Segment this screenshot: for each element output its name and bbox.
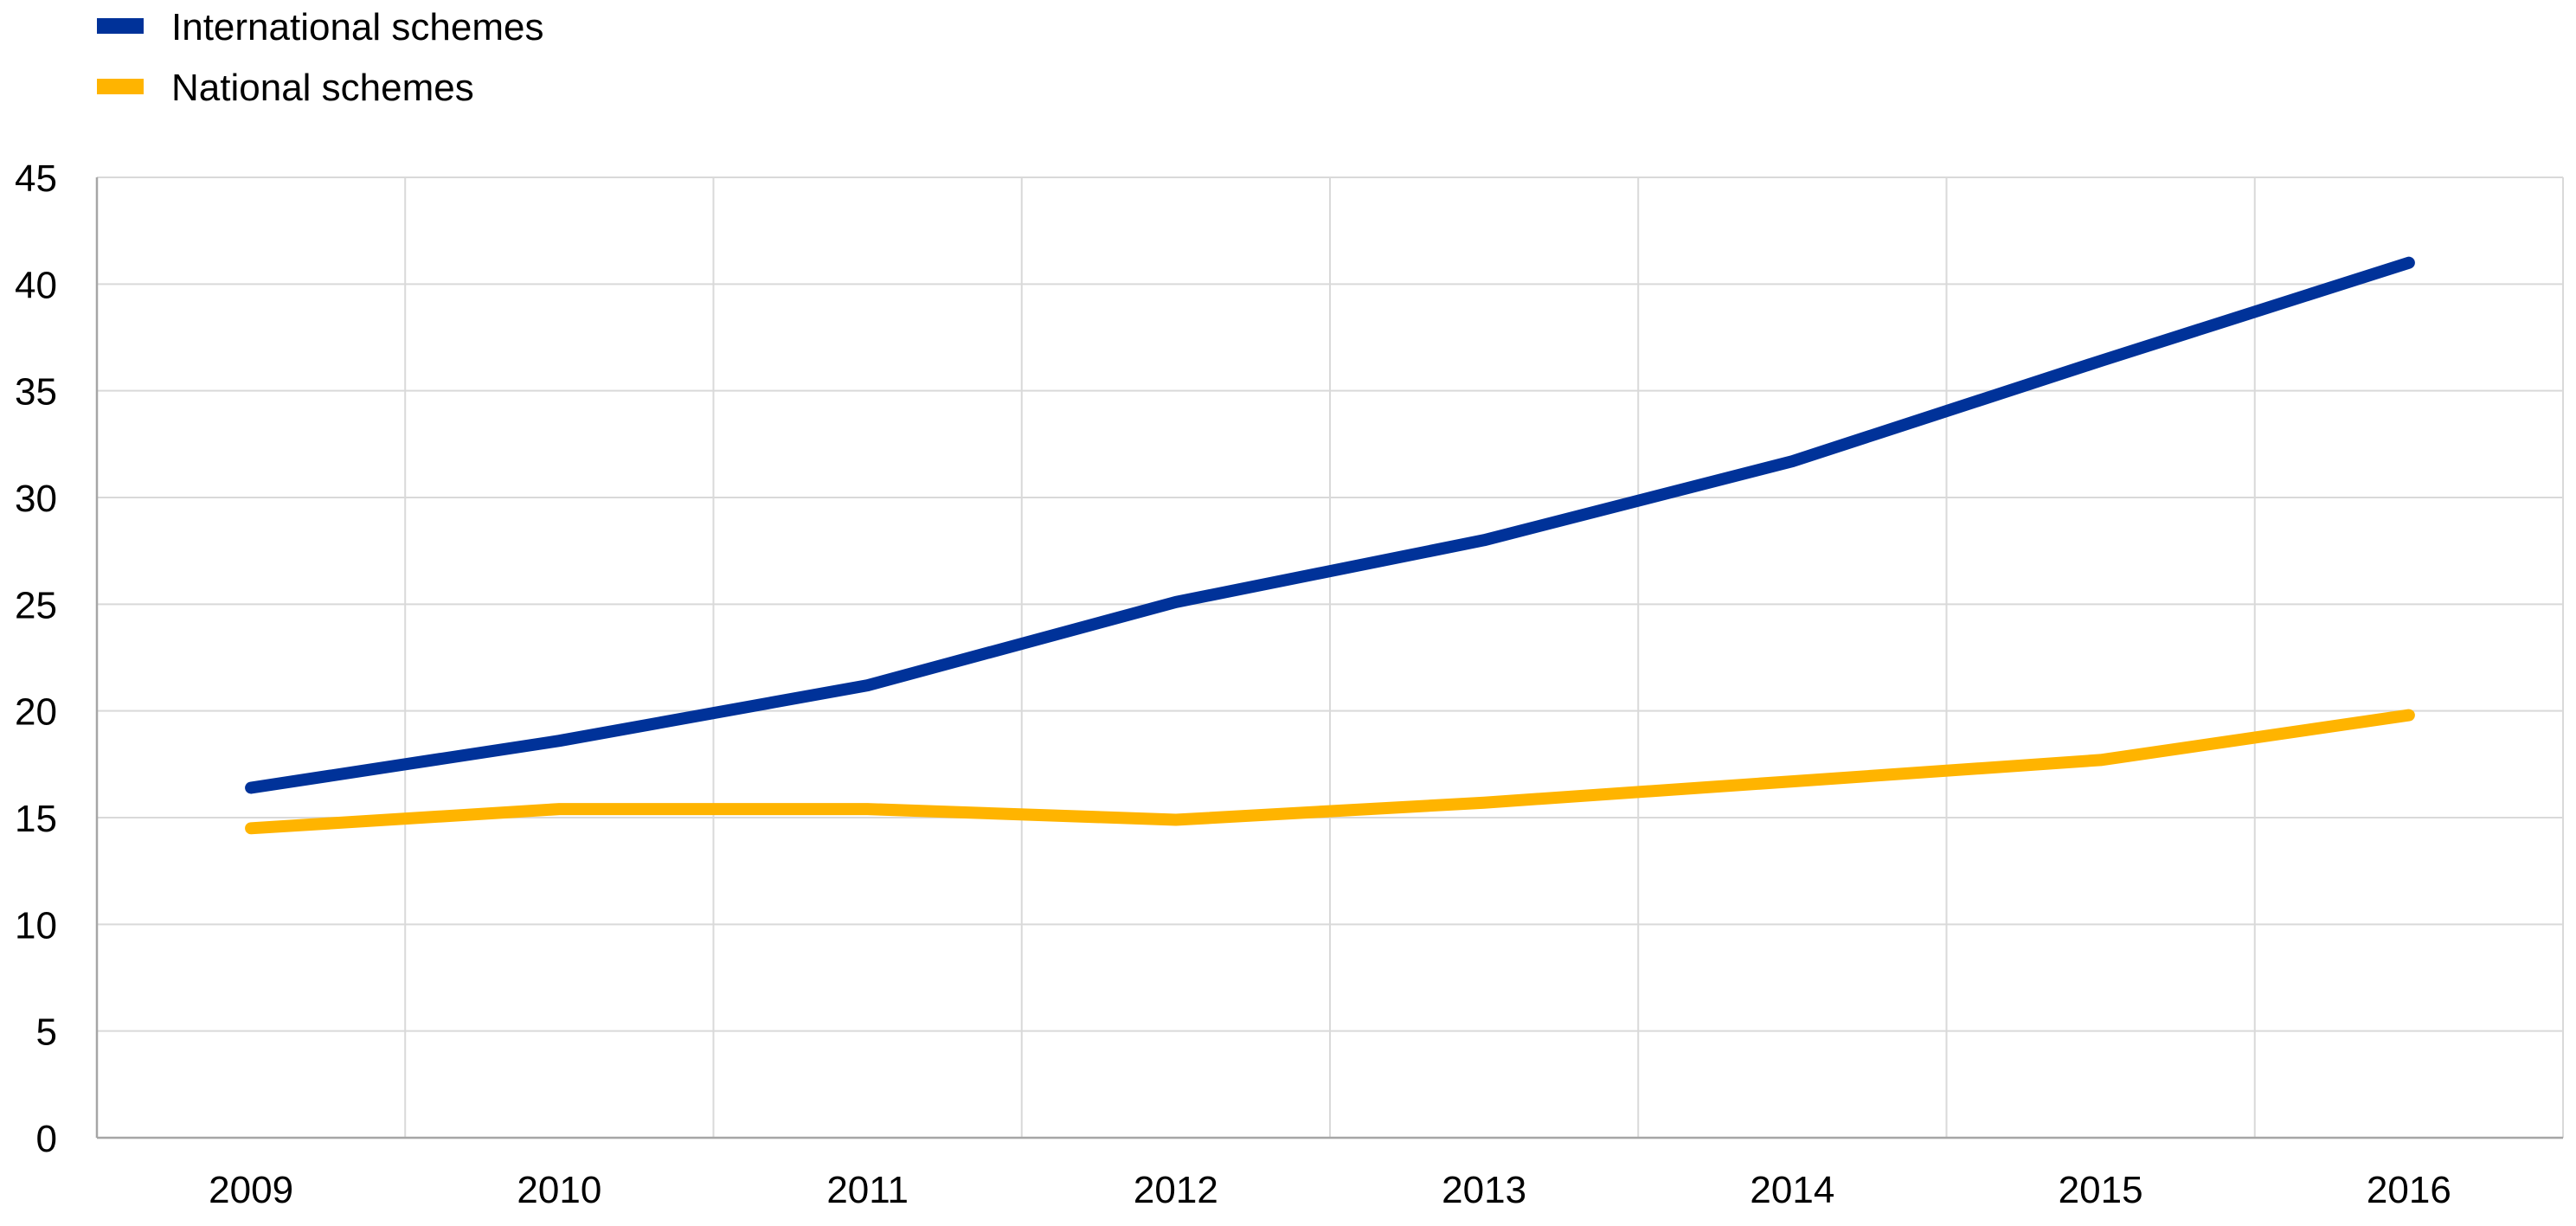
y-tick-label: 20: [15, 691, 57, 734]
grid: [97, 177, 2564, 1138]
series-line-national-schemes: [245, 709, 2415, 835]
series-line-international-schemes: [245, 256, 2415, 794]
x-tick-label: 2015: [2059, 1169, 2143, 1211]
axes: [95, 177, 2563, 1139]
y-tick-label: 5: [36, 1011, 57, 1054]
y-tick-label: 10: [15, 904, 57, 947]
x-tick-label: 2012: [1134, 1169, 1218, 1211]
x-tick-label: 2009: [209, 1169, 293, 1211]
x-tick-label: 2013: [1442, 1169, 1526, 1211]
x-tick-label: 2014: [1750, 1169, 1834, 1211]
x-axis-ticks: 2009 2010 2011 2012 2013 2014 2015 2016: [209, 1169, 2451, 1211]
x-tick-label: 2016: [2367, 1169, 2451, 1211]
y-tick-label: 40: [15, 264, 57, 306]
legend-label: International schemes: [171, 6, 543, 48]
series-group: [245, 256, 2415, 835]
y-tick-label: 35: [15, 371, 57, 414]
legend-swatch: [97, 79, 144, 94]
y-tick-label: 25: [15, 584, 57, 626]
x-tick-label: 2010: [517, 1169, 601, 1211]
y-tick-label: 45: [15, 157, 57, 200]
legend-swatch: [97, 18, 144, 34]
y-tick-label: 0: [36, 1118, 57, 1160]
legend: International schemes National schemes: [97, 6, 543, 109]
y-tick-label: 15: [15, 798, 57, 840]
legend-label: National schemes: [171, 67, 474, 109]
y-axis-ticks: 0 5 10 15 20 25 30 35 40 45: [15, 157, 57, 1160]
x-tick-label: 2011: [826, 1169, 909, 1211]
y-tick-label: 30: [15, 478, 57, 520]
